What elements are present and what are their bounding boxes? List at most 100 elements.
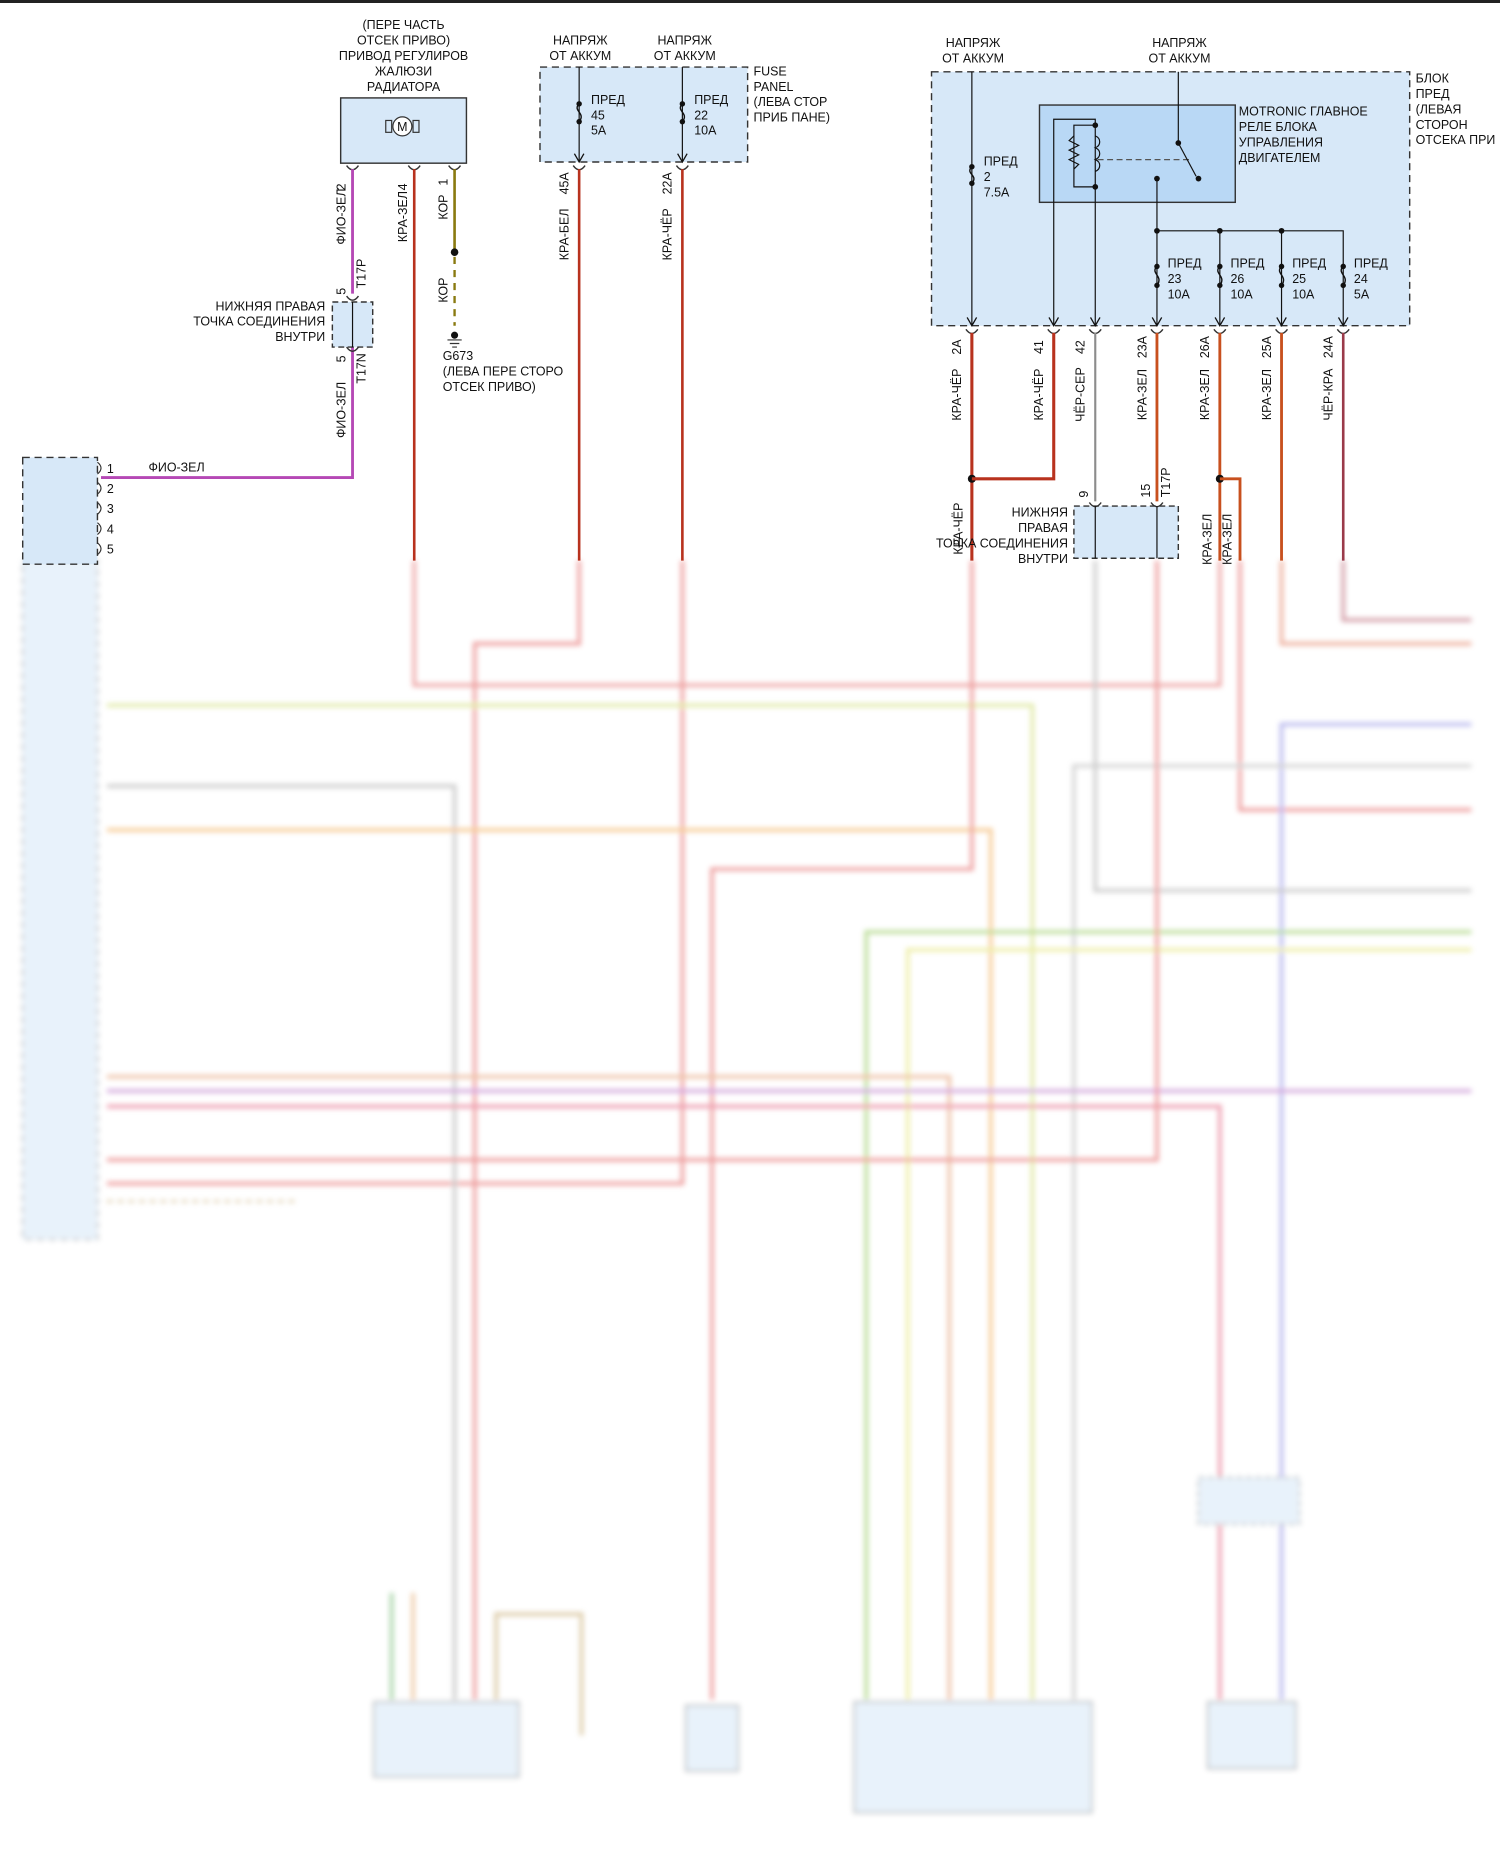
fuse-label-line: 5A [591, 124, 607, 138]
connector-label: T17N [355, 353, 369, 383]
fuse-block-label-line: (ЛЕВАЯ [1416, 102, 1462, 116]
wire [106, 784, 457, 1700]
wire [906, 948, 1472, 1700]
relay-label-line: УПРАВЛЕНИЯ [1239, 136, 1323, 150]
pin-number: 2A [950, 339, 964, 355]
supply-label-line: ОТ АККУМ [654, 49, 716, 63]
splice-left-label-line: ВНУТРИ [275, 330, 325, 344]
pin-connector [675, 165, 689, 171]
fuse-label-line: ПРЕД [984, 155, 1019, 169]
fuse-label-line: 25 [1292, 272, 1306, 286]
wire [864, 930, 1472, 1700]
wire [1279, 560, 1472, 646]
pin-number: 24A [1322, 335, 1336, 358]
wire [106, 560, 1159, 1162]
fuse-icon [576, 103, 582, 123]
fuse-label-line: 7.5A [984, 185, 1010, 199]
pin-number: 5 [334, 288, 348, 295]
supply-label: НАПРЯЖ ОТ АККУМ [1149, 36, 1211, 65]
pin-number: 2 [334, 183, 348, 190]
wire-label: КРА-ЗЕЛ [1198, 369, 1212, 420]
wire [1279, 722, 1472, 1700]
wire-label: КОР [436, 195, 450, 220]
fuse-label-line: ПРЕД [1168, 257, 1203, 271]
fuse-label-line: ПРЕД [1354, 257, 1389, 271]
fuse-icon [1217, 265, 1223, 286]
pin-connector [346, 165, 360, 171]
pin-connector [407, 165, 421, 171]
pin-number: 25A [1260, 335, 1274, 358]
motor-title-line: ОТСЕК ПРИВО) [357, 34, 450, 48]
wire-label: КРА-ЧЁР [951, 503, 965, 555]
fuse-panel-label-line: (ЛЕВА СТОР [754, 95, 828, 109]
fuse-label-line: 22 [694, 108, 708, 122]
connector-label: T17P [1159, 467, 1173, 497]
wire-label: КРА-ЧЁР [661, 208, 675, 260]
wire-label: ЧЁР-СЕР [1074, 367, 1088, 422]
splice-left-label: НИЖНЯЯ ПРАВАЯ ТОЧКА СОЕДИНЕНИЯ ВНУТРИ [193, 299, 325, 344]
ecu-pin-number: 4 [107, 522, 114, 536]
wire [1238, 560, 1472, 812]
wire-label: КРА-ЗЕЛ [1260, 369, 1274, 420]
splice-right-label-line: ПРАВАЯ [1018, 521, 1068, 535]
sensor-box [1207, 1701, 1297, 1770]
splice-left-label-line: ТОЧКА СОЕДИНЕНИЯ [193, 315, 325, 329]
resistor-icon [1067, 135, 1080, 170]
arrow-icon [1276, 317, 1287, 328]
wire-label: КРА-ЧЁР [1032, 369, 1046, 421]
fuse-label-line: 24 [1354, 272, 1368, 286]
arrow-icon [1048, 317, 1060, 328]
relay-switch-icon [1177, 142, 1197, 177]
wire-label: ФИО-ЗЕЛ [148, 461, 204, 475]
junction-dot [450, 248, 459, 256]
supply-label: НАПРЯЖ ОТ АККУМ [549, 34, 611, 63]
arrow-icon [1089, 317, 1101, 328]
pin-number: 9 [1077, 491, 1091, 498]
pin-number: 5 [334, 355, 348, 362]
junction-dot [1216, 227, 1223, 234]
pin-connector [448, 165, 462, 171]
fuse-panel-label: FUSE PANEL (ЛЕВА СТОР ПРИБ ПАНЕ) [754, 64, 830, 124]
supply-label-line: ОТ АККУМ [942, 51, 1004, 65]
wire-label: КРА-ЗЕЛ [1135, 369, 1149, 420]
wire [106, 1074, 952, 1700]
ecu-pin-connector [97, 502, 102, 515]
pin-connector [572, 165, 586, 171]
motor-icon-letter: M [397, 120, 407, 134]
wire-label: КРА-ЗЕЛ [1201, 514, 1215, 565]
supply-label-line: НАПРЯЖ [946, 36, 1001, 50]
pin-connector [965, 328, 979, 335]
supply-label-line: НАПРЯЖ [1152, 36, 1207, 50]
wire-kra-zel [1219, 477, 1242, 561]
ground-label-line: G673 [443, 349, 474, 363]
connector-label: T17P [355, 259, 369, 289]
relay-label-line: РЕЛЕ БЛОКА [1239, 120, 1318, 134]
motor-title-line: ЖАЛЮЗИ [375, 64, 432, 78]
ecu-pin-number: 2 [107, 482, 114, 496]
ecu-pin-number: 3 [107, 502, 114, 516]
ecu-block-lower [21, 559, 99, 1241]
relay-label-line: ДВИГАТЕЛЕМ [1239, 151, 1321, 165]
fuse-label: ПРЕД 45 5A [591, 93, 626, 138]
fuse-panel-box [539, 66, 749, 163]
pin-number: 4 [396, 183, 410, 190]
junction-dot [1154, 227, 1160, 234]
pin-number: 42 [1074, 340, 1088, 354]
splice-right-label-line: НИЖНЯЯ [1012, 506, 1068, 520]
wire [710, 560, 974, 1700]
motor-title-line: РАДИАТОРА [367, 80, 441, 94]
fuse-label-line: 23 [1168, 272, 1182, 286]
pin-connector [1213, 328, 1227, 335]
fuse-label-line: 10A [694, 124, 717, 138]
wire [1341, 560, 1472, 622]
fuse-panel-label-line: ПРИБ ПАНЕ) [754, 111, 830, 125]
wire-kra-cher [971, 332, 1056, 481]
ground-label-line: (ЛЕВА ПЕРЕ СТОРО [443, 365, 564, 379]
ground-label-line: ОТСЕК ПРИВО) [443, 380, 536, 394]
supply-label-line: НАПРЯЖ [553, 34, 608, 48]
fuse-block-label-line: БЛОК [1416, 71, 1450, 85]
wire-label: КРА-ЧЁР [950, 369, 964, 421]
